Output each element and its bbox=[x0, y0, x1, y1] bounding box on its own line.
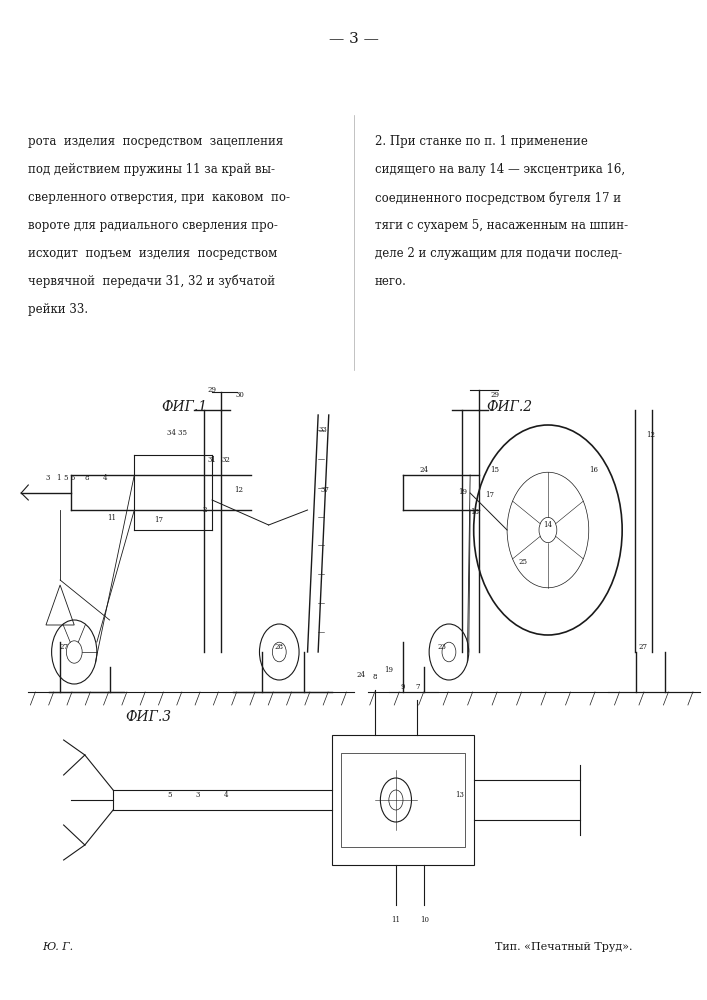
Text: 12: 12 bbox=[646, 431, 655, 439]
Text: 11: 11 bbox=[107, 514, 116, 522]
Text: 5: 5 bbox=[168, 791, 172, 799]
Text: 11: 11 bbox=[392, 916, 400, 924]
Text: 18: 18 bbox=[471, 508, 479, 516]
Text: 1: 1 bbox=[57, 474, 61, 482]
Text: рота  изделия  посредством  зацепления: рота изделия посредством зацепления bbox=[28, 135, 284, 148]
Text: под действием пружины 11 за край вы-: под действием пружины 11 за край вы- bbox=[28, 163, 275, 176]
Text: 31: 31 bbox=[208, 456, 216, 464]
Text: сверленного отверстия, при  каковом  по-: сверленного отверстия, при каковом по- bbox=[28, 191, 291, 204]
Text: 7: 7 bbox=[415, 683, 419, 691]
Text: 3: 3 bbox=[196, 791, 200, 799]
Text: 37: 37 bbox=[321, 486, 329, 494]
Text: ФИГ.2: ФИГ.2 bbox=[486, 400, 532, 414]
Text: 19: 19 bbox=[459, 488, 467, 496]
Text: 24: 24 bbox=[356, 671, 365, 679]
Text: Тип. «Печатный Труд».: Тип. «Печатный Труд». bbox=[495, 942, 632, 952]
Text: 8: 8 bbox=[85, 474, 89, 482]
Text: рейки 33.: рейки 33. bbox=[28, 303, 88, 316]
Text: тяги с сухарем 5, насаженным на шпин-: тяги с сухарем 5, насаженным на шпин- bbox=[375, 219, 628, 232]
Text: деле 2 и служащим для подачи послед-: деле 2 и служащим для подачи послед- bbox=[375, 247, 622, 260]
Text: соединенного посредством бугеля 17 и: соединенного посредством бугеля 17 и bbox=[375, 191, 621, 205]
Text: 33: 33 bbox=[318, 426, 327, 434]
Text: 27: 27 bbox=[59, 643, 68, 651]
Text: 29: 29 bbox=[491, 391, 499, 399]
Text: 25: 25 bbox=[519, 558, 527, 566]
Text: 12: 12 bbox=[235, 486, 243, 494]
Text: ФИГ.1: ФИГ.1 bbox=[160, 400, 207, 414]
Text: вороте для радиального сверления про-: вороте для радиального сверления про- bbox=[28, 219, 278, 232]
Text: 16: 16 bbox=[590, 466, 598, 474]
Text: 19: 19 bbox=[385, 666, 393, 674]
Text: 10: 10 bbox=[420, 916, 428, 924]
Text: 28: 28 bbox=[275, 643, 284, 651]
Text: 24: 24 bbox=[420, 466, 428, 474]
Text: 4: 4 bbox=[103, 474, 107, 482]
Text: 17: 17 bbox=[486, 491, 494, 499]
Text: него.: него. bbox=[375, 275, 407, 288]
Text: 13: 13 bbox=[455, 791, 464, 799]
Text: 29: 29 bbox=[208, 386, 216, 394]
Text: ФИГ.3: ФИГ.3 bbox=[125, 710, 172, 724]
Text: 2: 2 bbox=[203, 506, 207, 514]
Text: 17: 17 bbox=[155, 516, 163, 524]
Text: 8: 8 bbox=[373, 673, 377, 681]
Text: 2. При станке по п. 1 применение: 2. При станке по п. 1 применение bbox=[375, 135, 588, 148]
Text: 27: 27 bbox=[639, 643, 648, 651]
Text: 23: 23 bbox=[438, 643, 446, 651]
Text: 5 6: 5 6 bbox=[64, 474, 75, 482]
Text: 9: 9 bbox=[401, 683, 405, 691]
Text: сидящего на валу 14 — эксцентрика 16,: сидящего на валу 14 — эксцентрика 16, bbox=[375, 163, 625, 176]
Text: 14: 14 bbox=[544, 521, 552, 529]
Text: червячной  передачи 31, 32 и зубчатой: червячной передачи 31, 32 и зубчатой bbox=[28, 275, 276, 288]
Text: 3: 3 bbox=[46, 474, 50, 482]
Bar bbox=[341, 753, 465, 847]
Text: Ю. Г.: Ю. Г. bbox=[42, 942, 74, 952]
Text: 4: 4 bbox=[224, 791, 228, 799]
Text: 34 35: 34 35 bbox=[167, 429, 187, 437]
Text: — 3 —: — 3 — bbox=[329, 32, 378, 46]
Text: 15: 15 bbox=[491, 466, 499, 474]
Bar bbox=[332, 735, 474, 865]
Text: 32: 32 bbox=[222, 456, 230, 464]
Text: исходит  подъем  изделия  посредством: исходит подъем изделия посредством bbox=[28, 247, 278, 260]
Text: 30: 30 bbox=[236, 391, 245, 399]
